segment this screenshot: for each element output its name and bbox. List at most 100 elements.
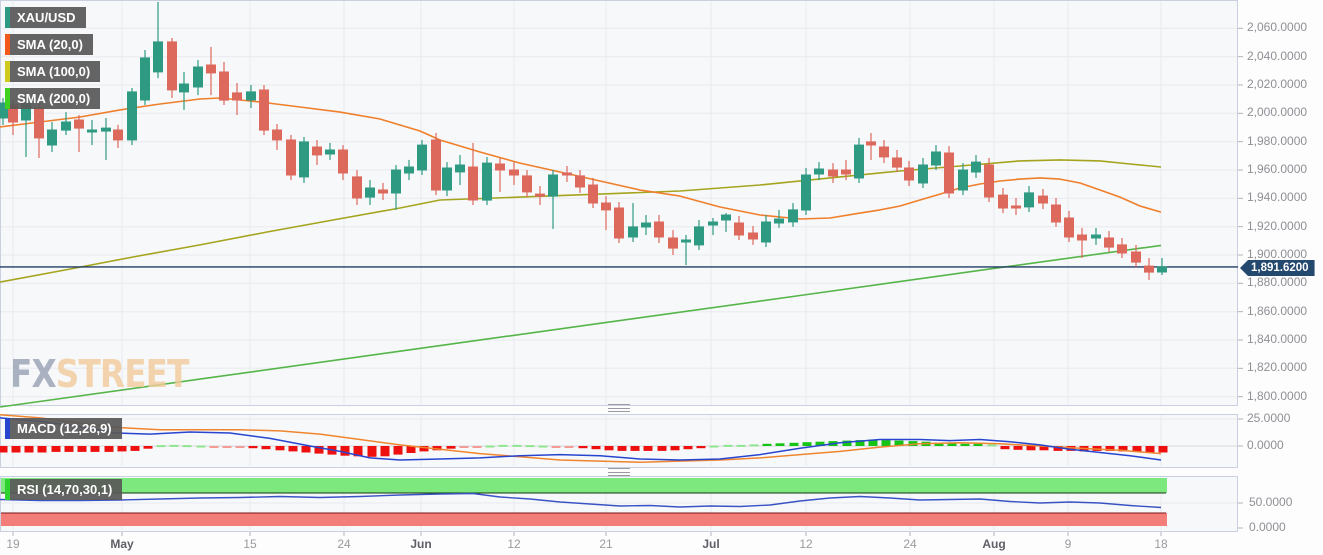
macd-histogram-bar (1013, 446, 1023, 450)
candle-body (431, 139, 441, 191)
candle-body (654, 221, 664, 238)
candle-body (958, 169, 968, 191)
candle-body (1104, 237, 1114, 248)
candle-body (801, 174, 811, 211)
macd-histogram-bar (143, 446, 153, 449)
macd-histogram-bar (736, 444, 746, 447)
panel-resize-handle-macd[interactable] (608, 404, 630, 412)
macd-line (0, 417, 1162, 461)
candle-body (918, 164, 928, 184)
macd-histogram-bar (749, 444, 759, 447)
macd-histogram-bar (209, 446, 219, 448)
macd-histogram-bar (156, 445, 166, 448)
macd-histogram-bar (578, 446, 588, 449)
panel-resize-handle-rsi[interactable] (608, 468, 630, 476)
legend-item-sma200[interactable]: SMA (200,0) (5, 88, 101, 109)
candle-body (391, 169, 401, 194)
candle-body (140, 57, 150, 101)
candle-body (286, 139, 296, 176)
macd-histogram-bar (1026, 446, 1036, 451)
candle-body (352, 176, 362, 199)
macd-histogram-bar (855, 440, 865, 446)
macd-histogram-bar (973, 443, 983, 446)
candle-body (442, 167, 452, 191)
candle-body (734, 222, 744, 236)
fxstreet-watermark: FXSTREET (10, 352, 189, 396)
sma200-label: SMA (200,0) (17, 91, 91, 106)
candle-body (74, 119, 84, 129)
macd-histogram-bar (789, 442, 799, 446)
candle-body (944, 152, 954, 194)
macd-histogram-bar (406, 446, 416, 453)
macd-legend[interactable]: MACD (12,26,9) (5, 418, 122, 439)
candle-body (87, 129, 97, 133)
macd-histogram-bar (393, 446, 403, 455)
macd-histogram-bar (564, 446, 574, 448)
macd-histogram-bar (1039, 446, 1049, 451)
candle-body (788, 209, 798, 223)
candle-body (206, 64, 216, 74)
candle-body (866, 141, 876, 146)
macd-panel (0, 414, 1238, 468)
candle-body (522, 175, 532, 193)
candle-body (113, 129, 123, 141)
macd-histogram-bar (275, 446, 285, 451)
candle-body (1038, 195, 1048, 204)
macd-histogram-bar (314, 446, 324, 454)
macd-histogram-bar (1132, 446, 1142, 452)
candle-body (854, 144, 864, 179)
candle-body (1051, 204, 1061, 223)
candle-body (509, 169, 519, 176)
macd-histogram-bar (301, 446, 311, 453)
candle-body (1077, 234, 1087, 241)
candle-body (404, 166, 414, 174)
candle-body (101, 127, 111, 132)
macd-histogram-bar (169, 444, 179, 447)
macd-histogram-bar (842, 440, 852, 446)
macd-histogram-bar (104, 446, 114, 452)
candle-body (47, 129, 57, 146)
candle-body (588, 184, 598, 204)
candle-body (455, 164, 465, 173)
candle-body (0, 102, 8, 119)
candle-body (641, 222, 651, 228)
candle-body (468, 166, 478, 201)
macd-histogram-bar (1145, 446, 1155, 453)
macd-histogram-bar (419, 446, 429, 452)
candle-body (1024, 192, 1034, 208)
candle-body (535, 193, 545, 197)
macd-histogram-bar (367, 446, 377, 457)
legend-item-xauusd[interactable]: XAU/USD (5, 7, 86, 28)
macd-histogram-bar (196, 445, 206, 448)
candle-body (814, 168, 824, 175)
macd-histogram-bar (1158, 446, 1168, 453)
candle-body (61, 121, 71, 131)
candle-body (34, 107, 44, 139)
macd-histogram-bar (472, 446, 482, 448)
macd-histogram-bar (64, 446, 74, 452)
macd-histogram-bar (485, 445, 495, 448)
macd-histogram-bar (683, 446, 693, 450)
candle-body (417, 144, 427, 171)
candle-body (219, 71, 229, 101)
macd-histogram-bar (709, 445, 719, 448)
rsi-legend[interactable]: RSI (14,70,30,1) (5, 479, 123, 500)
rsi-label: RSI (14,70,30,1) (17, 482, 113, 497)
current-price-value: 1,891.6200 (1251, 262, 1309, 274)
candle-body (365, 187, 375, 198)
legend-item-sma20[interactable]: SMA (20,0) (5, 34, 93, 55)
candle-body (694, 226, 704, 246)
legend-item-sma100[interactable]: SMA (100,0) (5, 61, 101, 82)
macd-histogram-bar (512, 444, 522, 447)
macd-histogram-bar (802, 442, 812, 446)
candle-body (681, 239, 691, 243)
macd-histogram-bar (762, 443, 772, 446)
rsi-overbought-band (1, 478, 1167, 493)
candle-body (179, 83, 189, 93)
macd-histogram-bar (538, 445, 548, 448)
macd-histogram-bar (670, 446, 680, 451)
candle-body (748, 232, 758, 240)
macd-histogram-bar (248, 446, 258, 449)
